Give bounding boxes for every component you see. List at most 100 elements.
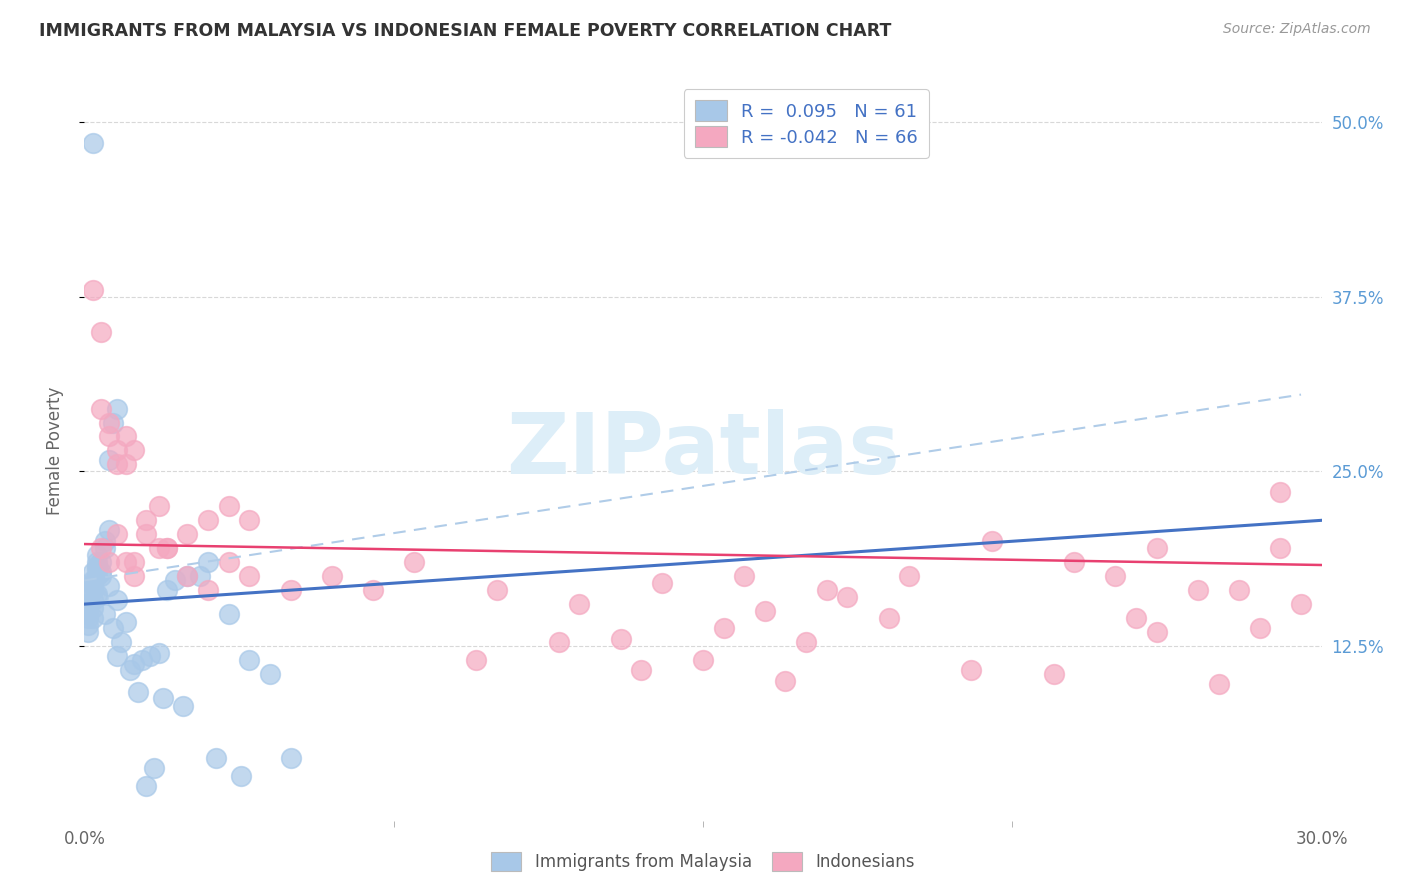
Point	[82, 576, 104, 591]
Point	[465, 653, 488, 667]
Point	[77, 611, 100, 625]
Point	[692, 653, 714, 667]
Point	[321, 569, 343, 583]
Point	[135, 527, 157, 541]
Point	[114, 429, 136, 443]
Point	[86, 569, 108, 583]
Point	[218, 607, 240, 621]
Point	[156, 583, 179, 598]
Point	[188, 569, 211, 583]
Point	[82, 593, 104, 607]
Legend: R =  0.095   N = 61, R = -0.042   N = 66: R = 0.095 N = 61, R = -0.042 N = 66	[683, 89, 929, 158]
Point	[229, 769, 252, 783]
Point	[77, 625, 100, 640]
Point	[114, 458, 136, 472]
Point	[197, 513, 219, 527]
Point	[127, 685, 149, 699]
Point	[404, 555, 426, 569]
Point	[77, 583, 100, 598]
Point	[176, 569, 198, 583]
Point	[205, 751, 228, 765]
Point	[82, 583, 104, 598]
Point	[1187, 583, 1209, 598]
Point	[110, 635, 132, 649]
Point	[82, 574, 104, 588]
Point	[165, 574, 187, 588]
Point	[1146, 541, 1168, 556]
Point	[86, 548, 108, 562]
Point	[103, 416, 125, 430]
Point	[86, 590, 108, 604]
Point	[960, 663, 983, 677]
Point	[980, 534, 1002, 549]
Point	[82, 601, 104, 615]
Point	[837, 590, 859, 604]
Point	[86, 587, 108, 601]
Point	[77, 607, 100, 621]
Point	[775, 673, 797, 688]
Point	[238, 569, 260, 583]
Point	[152, 690, 174, 705]
Point	[114, 555, 136, 569]
Point	[733, 569, 755, 583]
Point	[94, 541, 117, 556]
Point	[122, 443, 145, 458]
Point	[77, 618, 100, 632]
Point	[361, 583, 384, 598]
Point	[176, 569, 198, 583]
Point	[98, 579, 121, 593]
Point	[103, 621, 125, 635]
Point	[568, 597, 591, 611]
Point	[713, 621, 735, 635]
Point	[135, 779, 157, 793]
Point	[877, 611, 900, 625]
Point	[122, 555, 145, 569]
Point	[143, 760, 166, 774]
Text: Source: ZipAtlas.com: Source: ZipAtlas.com	[1223, 22, 1371, 37]
Point	[898, 569, 921, 583]
Point	[139, 648, 162, 663]
Point	[77, 597, 100, 611]
Point	[754, 604, 776, 618]
Point	[547, 635, 569, 649]
Point	[94, 534, 117, 549]
Point	[105, 443, 128, 458]
Point	[118, 663, 141, 677]
Point	[122, 657, 145, 672]
Point	[135, 513, 157, 527]
Point	[176, 527, 198, 541]
Point	[197, 583, 219, 598]
Point	[98, 555, 121, 569]
Point	[105, 593, 128, 607]
Point	[1146, 625, 1168, 640]
Point	[131, 653, 153, 667]
Point	[148, 500, 170, 514]
Point	[156, 541, 179, 556]
Point	[105, 401, 128, 416]
Text: ZIPatlas: ZIPatlas	[506, 409, 900, 492]
Point	[86, 559, 108, 574]
Point	[238, 513, 260, 527]
Y-axis label: Female Poverty: Female Poverty	[45, 386, 63, 515]
Point	[148, 541, 170, 556]
Point	[90, 555, 112, 569]
Point	[77, 597, 100, 611]
Point	[114, 615, 136, 630]
Point	[1270, 541, 1292, 556]
Point	[77, 597, 100, 611]
Point	[86, 562, 108, 576]
Point	[259, 667, 281, 681]
Point	[82, 136, 104, 150]
Point	[794, 635, 817, 649]
Point	[98, 523, 121, 537]
Point	[1270, 485, 1292, 500]
Point	[1104, 569, 1126, 583]
Point	[1125, 611, 1147, 625]
Point	[1042, 667, 1064, 681]
Point	[82, 579, 104, 593]
Point	[1289, 597, 1312, 611]
Point	[82, 565, 104, 579]
Point	[280, 583, 302, 598]
Point	[105, 458, 128, 472]
Point	[172, 699, 194, 714]
